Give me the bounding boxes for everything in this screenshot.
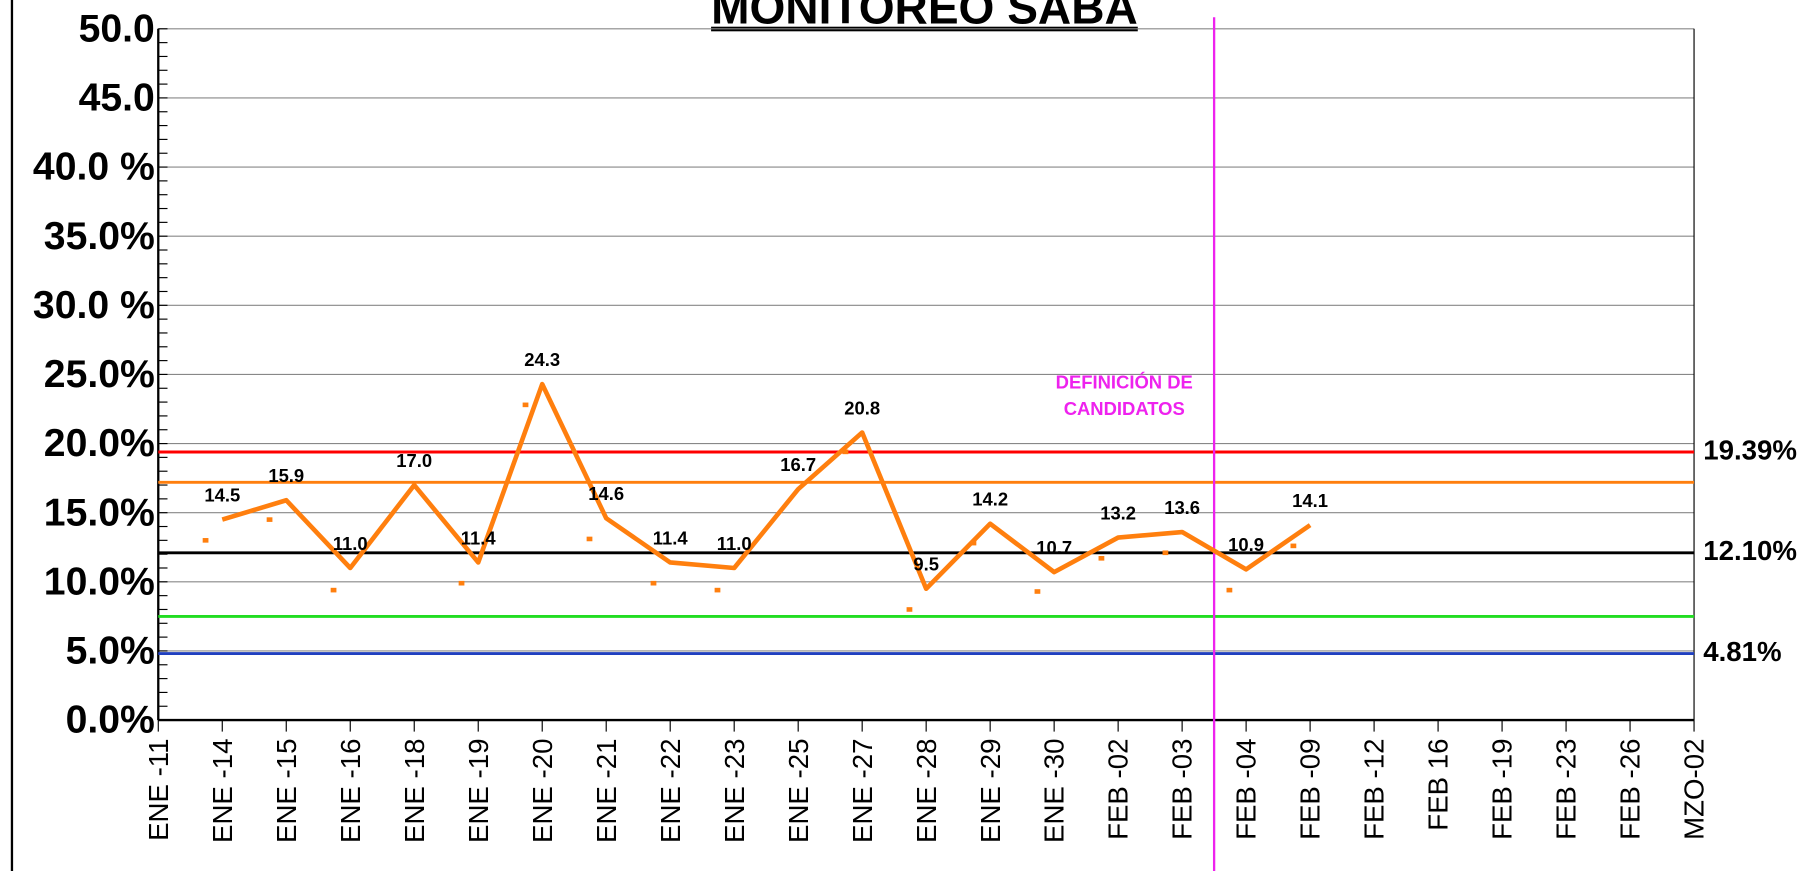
series-dot	[1034, 589, 1041, 594]
series-dot	[202, 538, 209, 543]
data-label: 14.2	[972, 489, 1008, 510]
y-tick-label: 50.0	[79, 7, 155, 50]
x-tick-label: ENE -23	[719, 739, 750, 843]
x-tick-label: ENE -25	[783, 739, 814, 843]
y-tick-label: 15.0%	[44, 491, 155, 534]
x-tick-label: ENE -11	[143, 739, 174, 841]
x-tick-label: ENE -14	[207, 739, 238, 843]
reference-label: 19.39%	[1703, 434, 1797, 465]
y-tick-label: 35.0%	[44, 215, 155, 258]
x-tick-label: MZO-02	[1679, 739, 1710, 840]
series-dot	[906, 607, 913, 612]
series-dot	[330, 587, 337, 593]
series-dot	[586, 536, 593, 542]
data-label: 13.2	[1100, 502, 1136, 523]
y-tick-label: 45.0	[79, 77, 155, 120]
chart-title: MONITOREO SABA	[711, 0, 1138, 34]
x-tick-label: FEB -09	[1295, 739, 1326, 840]
data-label: 11.0	[717, 533, 752, 554]
series-dot	[1226, 587, 1233, 593]
series-dot	[970, 540, 977, 546]
x-tick-label: ENE -19	[463, 739, 494, 843]
series-dot	[522, 402, 529, 408]
data-label: 13.6	[1164, 497, 1200, 518]
vline-label: CANDIDATOS	[1064, 398, 1185, 419]
x-tick-label: ENE -27	[847, 739, 878, 843]
x-tick-label: ENE -21	[591, 739, 622, 843]
x-tick-label: ENE -15	[271, 739, 302, 843]
series-dot	[1098, 556, 1105, 561]
x-tick-label: FEB -04	[1231, 739, 1262, 840]
series-line	[221, 381, 1312, 592]
data-label: 11.4	[653, 527, 689, 548]
series-dot	[1162, 550, 1169, 556]
x-tick-label: ENE -29	[975, 739, 1006, 843]
x-tick-label: FEB -03	[1167, 739, 1198, 840]
data-label: 10.7	[1036, 537, 1072, 558]
data-label: 14.1	[1292, 490, 1328, 511]
data-label: 15.9	[268, 465, 304, 486]
y-tick-label: 30.0 %	[33, 284, 155, 327]
series-dot	[714, 587, 721, 593]
x-tick-label: FEB -23	[1551, 739, 1582, 840]
x-tick-label: ENE -28	[911, 739, 942, 843]
series-dot	[266, 517, 273, 522]
data-label: 17.0	[396, 450, 432, 471]
series-dot	[650, 580, 657, 586]
y-tick-label: 20.0%	[44, 422, 155, 465]
y-tick-label: 10.0%	[44, 560, 155, 603]
x-tick-label: FEB 16	[1423, 739, 1454, 831]
data-label: 14.5	[204, 484, 240, 505]
data-label: 11.4	[461, 527, 497, 548]
x-tick-label: ENE -22	[655, 739, 686, 843]
data-label: 10.9	[1228, 534, 1264, 555]
data-label: 9.5	[913, 554, 939, 575]
data-label: 16.7	[780, 454, 816, 475]
series-dot	[842, 449, 849, 455]
x-tick-label: ENE -20	[527, 739, 558, 843]
x-tick-label: FEB -26	[1615, 739, 1646, 840]
x-tick-label: FEB -02	[1103, 739, 1134, 840]
vline-label: DEFINICIÓN DE	[1056, 372, 1193, 393]
x-tick-label: FEB -12	[1359, 739, 1390, 840]
y-tick-label: 25.0%	[44, 353, 155, 396]
data-label: 11.0	[333, 533, 368, 554]
data-label: 24.3	[524, 349, 560, 370]
data-label: 14.6	[588, 483, 624, 504]
x-tick-label: ENE -30	[1039, 739, 1070, 843]
x-tick-label: FEB -19	[1487, 739, 1518, 840]
reference-label: 12.10%	[1703, 535, 1797, 566]
reference-label: 4.81%	[1703, 636, 1781, 667]
y-tick-label: 0.0%	[66, 699, 155, 742]
y-tick-label: 40.0 %	[33, 146, 155, 189]
x-tick-label: ENE -16	[335, 739, 366, 843]
series-dot	[458, 580, 465, 586]
series-dot	[1290, 543, 1297, 549]
data-label: 20.8	[844, 397, 880, 418]
y-tick-label: 5.0%	[66, 630, 155, 673]
x-tick-label: ENE -18	[399, 739, 430, 843]
